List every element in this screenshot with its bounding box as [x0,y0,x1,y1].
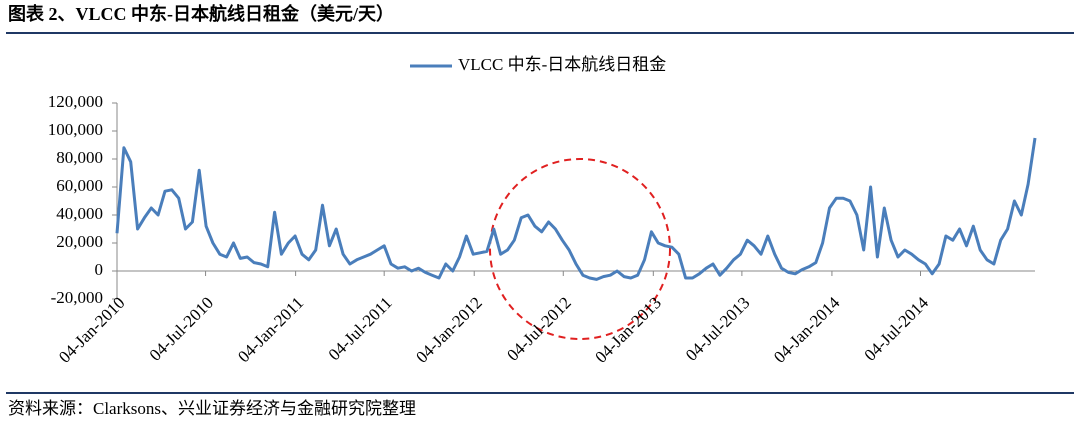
y-tick-label: 40,000 [56,204,103,223]
x-tick-label: 04-Jan-2012 [412,293,486,367]
chart-title: 图表 2、VLCC 中东-日本航线日租金（美元/天） [8,3,394,24]
legend-label: VLCC 中东-日本航线日租金 [458,55,666,74]
x-tick-label: 04-Jul-2011 [325,293,396,364]
x-tick-label: 04-Jan-2011 [234,293,307,366]
x-tick-label: 04-Jan-2014 [770,293,844,367]
highlight-circle [489,158,671,340]
x-tick-label: 04-Jul-2010 [146,293,218,365]
x-tick-label: 04-Jul-2012 [503,293,575,365]
x-tick-label: 04-Jan-2013 [591,293,665,367]
series-line [115,137,1037,281]
y-tick-label: 80,000 [56,148,103,167]
y-tick-label: 60,000 [56,176,103,195]
y-tick-label: 120,000 [48,92,103,111]
x-tick-label: 04-Jul-2014 [861,293,933,365]
y-tick-label: 100,000 [48,120,103,139]
source-note: 资料来源：Clarksons、兴业证券经济与金融研究院整理 [8,399,416,418]
y-tick-label: 0 [95,260,104,279]
y-tick-label: 20,000 [56,232,103,251]
x-tick-label: 04-Jul-2013 [682,293,754,365]
y-tick-label: -20,000 [51,288,103,307]
